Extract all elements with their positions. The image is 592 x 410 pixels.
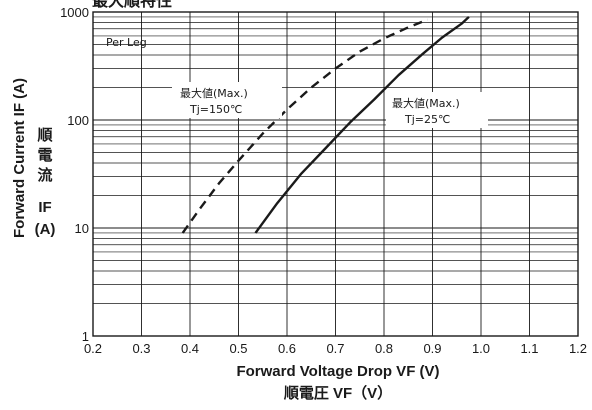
y-axis-jp-char-3: 流 xyxy=(37,166,52,184)
chart-title: 最大順特性 xyxy=(92,0,172,10)
x-tick-label: 0.8 xyxy=(375,341,393,356)
x-tick-label: 0.2 xyxy=(84,341,102,356)
label-tj150: 最大値(Max.) Tj=150℃ xyxy=(172,82,282,118)
x-tick-label: 0.6 xyxy=(278,341,296,356)
y-tick-labels: 1 10 100 1000 xyxy=(60,5,89,344)
series-line-tj25 xyxy=(254,16,470,234)
x-tick-label: 0.7 xyxy=(326,341,344,356)
series-line-tj150 xyxy=(181,18,429,234)
x-tick-label: 1.2 xyxy=(569,341,587,356)
y-axis-title: Forward Current IF (A) xyxy=(11,78,28,238)
x-axis-title-jp: 順電圧 VF（V） xyxy=(283,384,392,402)
x-tick-label: 0.5 xyxy=(229,341,247,356)
plot-frame xyxy=(92,11,579,337)
label-tj25: 最大値(Max.) Tj=25℃ xyxy=(386,92,488,128)
label-tj25-line1: 最大値(Max.) xyxy=(392,96,460,110)
series-lines xyxy=(181,16,470,234)
x-tick-label: 0.4 xyxy=(181,341,199,356)
x-tick-labels: 0.2 0.3 0.4 0.5 0.6 0.7 0.8 0.9 1.0 1.1 1.2 xyxy=(84,341,587,356)
y-tick-label: 100 xyxy=(67,113,89,128)
label-tj150-bg xyxy=(172,82,282,118)
x-tick-label: 1.0 xyxy=(472,341,490,356)
label-tj25-bg xyxy=(386,92,488,128)
x-tick-label: 0.9 xyxy=(423,341,441,356)
per-leg-annotation: Per Leg xyxy=(106,36,147,49)
y-axis-jp-char-1: 順 xyxy=(36,127,53,144)
x-tick-label: 1.1 xyxy=(520,341,538,356)
y-tick-label: 10 xyxy=(75,221,89,236)
x-tick-label: 0.3 xyxy=(132,341,150,356)
x-axis-title: Forward Voltage Drop VF (V) xyxy=(236,363,439,380)
label-tj25-line2: Tj=25℃ xyxy=(404,113,450,126)
grid xyxy=(93,12,578,336)
y-axis-symbol: IF xyxy=(38,199,51,216)
y-tick-label: 1000 xyxy=(60,5,89,20)
y-axis-unit: (A) xyxy=(35,221,56,238)
y-axis-jp-char-2: 電 xyxy=(37,147,52,164)
label-tj150-line1: 最大値(Max.) xyxy=(180,86,248,100)
label-tj150-line2: Tj=150℃ xyxy=(189,103,242,116)
y-tick-label: 1 xyxy=(82,329,89,344)
